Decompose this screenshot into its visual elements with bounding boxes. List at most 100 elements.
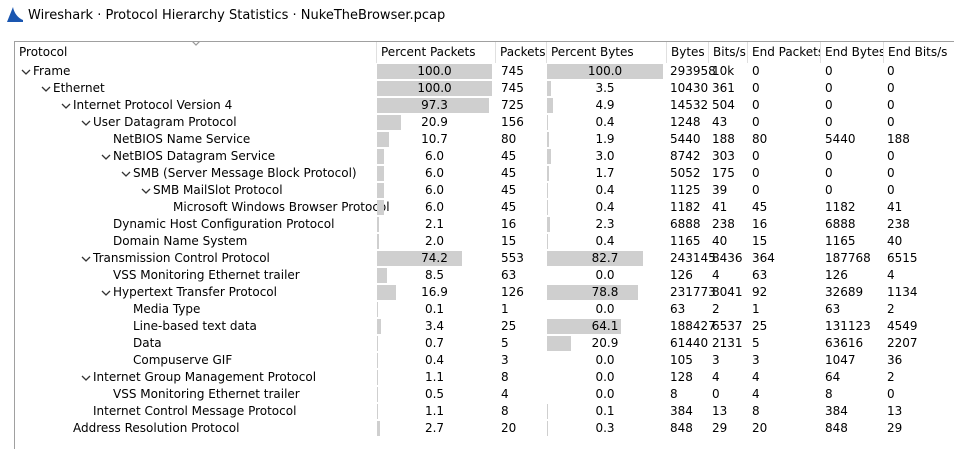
protocol-cell: Line-based text data xyxy=(119,318,257,335)
percent-packets-bar: 2.1 xyxy=(377,217,492,232)
expand-chevron-down-icon[interactable] xyxy=(99,148,113,165)
end-packets-cell: 45 xyxy=(752,199,767,216)
end-bits-per-second-cell: 36 xyxy=(887,352,902,369)
protocol-cell: Domain Name System xyxy=(99,233,247,250)
protocol-hierarchy-table[interactable]: Protocol Percent Packets Packets Percent… xyxy=(14,41,954,449)
bits-per-second-cell: 43 xyxy=(712,114,727,131)
percent-bytes-bar-value: 0.0 xyxy=(547,302,663,317)
packets-cell: 156 xyxy=(501,114,524,131)
bits-per-second-cell: 361 xyxy=(712,80,735,97)
protocol-name: Transmission Control Protocol xyxy=(93,250,270,267)
percent-bytes-bar-value: 82.7 xyxy=(547,251,663,266)
end-bytes-cell: 848 xyxy=(825,420,848,437)
expand-chevron-down-icon[interactable] xyxy=(79,250,93,267)
column-header-percent-bytes[interactable]: Percent Bytes xyxy=(547,42,667,63)
percent-packets-bar: 100.0 xyxy=(377,64,492,79)
bits-per-second-cell: 13 xyxy=(712,403,727,420)
end-packets-cell: 0 xyxy=(752,148,760,165)
percent-bytes-bar-value: 20.9 xyxy=(547,336,663,351)
percent-packets-bar: 100.0 xyxy=(377,81,492,96)
column-header-percent-packets[interactable]: Percent Packets xyxy=(377,42,496,63)
tree-spacer xyxy=(159,199,173,216)
percent-bytes-bar: 1.9 xyxy=(547,132,663,147)
expand-chevron-down-icon[interactable] xyxy=(59,97,73,114)
column-header-bytes[interactable]: Bytes xyxy=(667,42,709,63)
end-bytes-cell: 0 xyxy=(825,114,833,131)
percent-bytes-bar-value: 0.4 xyxy=(547,200,663,215)
percent-bytes-bar-value: 1.7 xyxy=(547,166,663,181)
percent-packets-bar: 8.5 xyxy=(377,268,492,283)
percent-bytes-bar: 0.0 xyxy=(547,387,663,402)
column-header-end-bits-per-second[interactable]: End Bits/s xyxy=(884,42,954,63)
percent-packets-bar: 10.7 xyxy=(377,132,492,147)
protocol-cell: Compuserve GIF xyxy=(119,352,232,369)
protocol-cell: Internet Control Message Protocol xyxy=(79,403,296,420)
percent-packets-bar: 2.0 xyxy=(377,234,492,249)
bits-per-second-cell: 39 xyxy=(712,182,727,199)
percent-bytes-bar: 20.9 xyxy=(547,336,663,351)
bits-per-second-cell: 303 xyxy=(712,148,735,165)
protocol-cell: Internet Protocol Version 4 xyxy=(59,97,232,114)
expand-chevron-down-icon[interactable] xyxy=(79,114,93,131)
bytes-cell: 126 xyxy=(670,267,693,284)
bytes-cell: 293958 xyxy=(670,63,716,80)
end-packets-cell: 5 xyxy=(752,335,760,352)
percent-packets-bar-value: 6.0 xyxy=(377,149,492,164)
expand-chevron-down-icon[interactable] xyxy=(119,165,133,182)
column-header-bits-per-second[interactable]: Bits/s xyxy=(709,42,748,63)
end-bytes-cell: 126 xyxy=(825,267,848,284)
percent-packets-bar-value: 100.0 xyxy=(377,64,492,79)
end-bytes-cell: 0 xyxy=(825,80,833,97)
end-bits-per-second-cell: 0 xyxy=(887,80,895,97)
end-bits-per-second-cell: 1134 xyxy=(887,284,918,301)
end-packets-cell: 8 xyxy=(752,403,760,420)
percent-packets-bar-value: 2.0 xyxy=(377,234,492,249)
tree-spacer xyxy=(59,420,73,437)
expand-chevron-down-icon[interactable] xyxy=(99,284,113,301)
bits-per-second-cell: 4 xyxy=(712,267,720,284)
percent-packets-bar: 0.7 xyxy=(377,336,492,351)
protocol-name: Data xyxy=(133,335,162,352)
expand-chevron-down-icon[interactable] xyxy=(19,63,33,80)
percent-packets-bar-value: 100.0 xyxy=(377,81,492,96)
percent-bytes-bar-value: 2.3 xyxy=(547,217,663,232)
column-header-packets[interactable]: Packets xyxy=(496,42,547,63)
protocol-name: Ethernet xyxy=(53,80,105,97)
percent-bytes-bar: 64.1 xyxy=(547,319,663,334)
packets-cell: 3 xyxy=(501,352,509,369)
end-bits-per-second-cell: 13 xyxy=(887,403,902,420)
percent-bytes-bar: 0.0 xyxy=(547,268,663,283)
bits-per-second-cell: 41 xyxy=(712,199,727,216)
expand-chevron-down-icon[interactable] xyxy=(139,182,153,199)
bytes-cell: 1182 xyxy=(670,199,701,216)
expand-chevron-down-icon[interactable] xyxy=(39,80,53,97)
expand-chevron-down-icon[interactable] xyxy=(79,369,93,386)
protocol-cell: NetBIOS Name Service xyxy=(99,131,250,148)
column-header-end-packets[interactable]: End Packets xyxy=(748,42,821,63)
bytes-cell: 105 xyxy=(670,352,693,369)
bytes-cell: 61440 xyxy=(670,335,708,352)
column-header-end-bytes[interactable]: End Bytes xyxy=(821,42,884,63)
